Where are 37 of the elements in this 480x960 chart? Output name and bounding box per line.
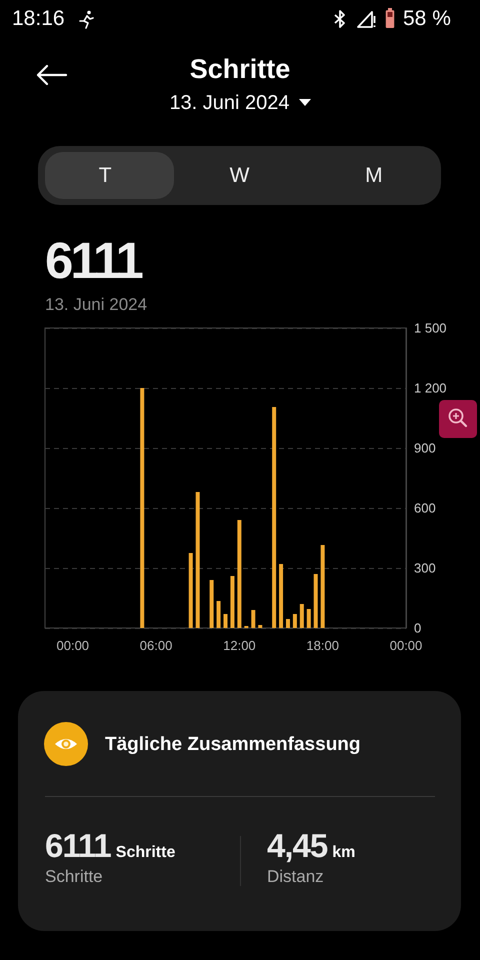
- bar: [251, 610, 256, 628]
- bar: [216, 601, 221, 628]
- y-tick-label: 900: [414, 440, 436, 456]
- bar: [314, 574, 318, 628]
- y-tick-label: 0: [414, 620, 422, 636]
- summary-card: Tägliche Zusammenfassung 6111 Schritte Schritte 4,45 km Distanz: [18, 691, 461, 931]
- y-tick-label: 300: [414, 560, 436, 576]
- bar: [258, 625, 262, 628]
- text: 18:16: [12, 7, 65, 31]
- bar: [230, 576, 234, 628]
- x-tick-label: 06:00: [140, 638, 172, 653]
- bar: [292, 614, 297, 628]
- tab-bar: T W M: [38, 146, 441, 205]
- bar: [272, 407, 276, 628]
- x-tick-label: 00:00: [390, 638, 422, 653]
- text: Schritte: [188, 53, 292, 85]
- y-tick-label: 1 200: [414, 380, 447, 396]
- y-tick-label: 600: [414, 500, 436, 516]
- bar: [210, 580, 214, 628]
- bar: [306, 609, 311, 628]
- x-tick-label: 12:00: [223, 638, 256, 653]
- bar: [196, 492, 200, 628]
- bar: [320, 545, 325, 628]
- bar: [188, 553, 193, 628]
- x-tick-label: 00:00: [56, 638, 90, 653]
- x-tick-label: 18:00: [306, 638, 339, 653]
- bar: [140, 388, 144, 628]
- bar: [279, 564, 284, 628]
- bar: [300, 604, 304, 628]
- bar: [224, 614, 228, 628]
- text: 58 %: [403, 7, 451, 31]
- bar: [237, 520, 242, 628]
- text: 13. Juni 2024: [169, 91, 290, 115]
- y-tick-label: 1 500: [414, 320, 447, 336]
- chart-title: 6111: [45, 232, 141, 289]
- bar: [286, 619, 290, 628]
- chart-subtitle: 13. Juni 2024: [45, 295, 148, 314]
